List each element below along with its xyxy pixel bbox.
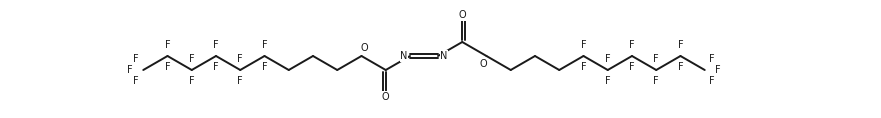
Text: F: F [629, 40, 635, 50]
Text: F: F [581, 62, 586, 72]
Text: F: F [605, 76, 611, 86]
Text: F: F [165, 62, 170, 72]
Text: F: F [133, 54, 139, 64]
Text: F: F [654, 76, 659, 86]
Text: F: F [629, 62, 635, 72]
Text: F: F [605, 54, 611, 64]
Text: F: F [189, 76, 195, 86]
Text: F: F [128, 65, 133, 75]
Text: O: O [382, 92, 389, 102]
Text: F: F [213, 62, 218, 72]
Text: F: F [709, 76, 714, 86]
Text: F: F [262, 62, 267, 72]
Text: F: F [262, 40, 267, 50]
Text: F: F [189, 54, 195, 64]
Text: F: F [654, 54, 659, 64]
Text: F: F [165, 40, 170, 50]
Text: O: O [360, 43, 368, 53]
Text: F: F [677, 40, 684, 50]
Text: F: F [238, 76, 243, 86]
Text: O: O [458, 10, 466, 20]
Text: N: N [440, 51, 448, 61]
Text: F: F [213, 40, 218, 50]
Text: F: F [581, 40, 586, 50]
Text: O: O [479, 59, 487, 69]
Text: F: F [714, 65, 721, 75]
Text: F: F [238, 54, 243, 64]
Text: F: F [677, 62, 684, 72]
Text: N: N [400, 51, 408, 61]
Text: F: F [709, 54, 714, 64]
Text: F: F [133, 76, 139, 86]
